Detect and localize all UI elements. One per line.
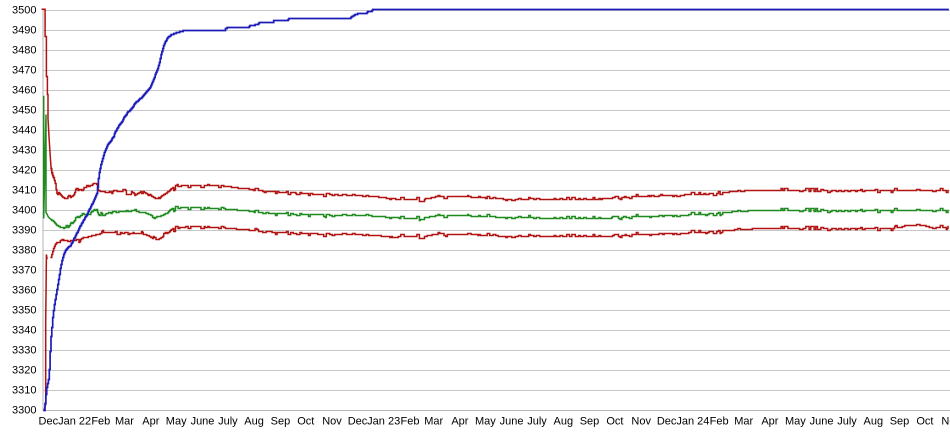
svg-text:3470: 3470 (12, 64, 36, 76)
svg-text:3380: 3380 (12, 244, 36, 256)
svg-text:3390: 3390 (12, 224, 36, 236)
svg-text:3350: 3350 (12, 304, 36, 316)
svg-text:Nov: Nov (631, 416, 651, 428)
svg-text:3300: 3300 (12, 404, 36, 416)
svg-text:July: July (218, 416, 238, 428)
svg-text:Mar: Mar (115, 416, 134, 428)
svg-text:3450: 3450 (12, 104, 36, 116)
svg-text:Aug: Aug (244, 416, 264, 428)
svg-text:3320: 3320 (12, 364, 36, 376)
svg-text:June: June (191, 416, 215, 428)
svg-text:Jan 23: Jan 23 (367, 416, 400, 428)
svg-text:Dec: Dec (39, 416, 59, 428)
svg-text:Jan 22: Jan 22 (58, 416, 91, 428)
svg-text:June: June (810, 416, 834, 428)
svg-text:Apr: Apr (761, 416, 778, 428)
svg-text:3500: 3500 (12, 4, 36, 16)
svg-text:Sep: Sep (890, 416, 910, 428)
svg-text:Sep: Sep (271, 416, 291, 428)
svg-text:July: July (527, 416, 547, 428)
svg-text:3460: 3460 (12, 84, 36, 96)
svg-text:Oct: Oct (606, 416, 623, 428)
svg-text:Oct: Oct (916, 416, 933, 428)
svg-text:3490: 3490 (12, 24, 36, 36)
svg-text:Feb: Feb (91, 416, 110, 428)
svg-text:3440: 3440 (12, 124, 36, 136)
svg-text:3340: 3340 (12, 324, 36, 336)
svg-text:Jan 24: Jan 24 (676, 416, 709, 428)
svg-text:3400: 3400 (12, 204, 36, 216)
svg-text:May: May (166, 416, 187, 428)
svg-text:May: May (785, 416, 806, 428)
svg-text:3420: 3420 (12, 164, 36, 176)
svg-text:Dec: Dec (348, 416, 368, 428)
svg-text:3410: 3410 (12, 184, 36, 196)
svg-text:Apr: Apr (451, 416, 468, 428)
svg-text:3310: 3310 (12, 384, 36, 396)
svg-text:Mar: Mar (424, 416, 443, 428)
svg-text:Nov: Nov (941, 416, 950, 428)
svg-text:Oct: Oct (297, 416, 314, 428)
svg-text:Aug: Aug (864, 416, 884, 428)
svg-text:3370: 3370 (12, 264, 36, 276)
svg-text:3480: 3480 (12, 44, 36, 56)
svg-text:Sep: Sep (580, 416, 600, 428)
svg-text:Mar: Mar (734, 416, 753, 428)
svg-text:Dec: Dec (657, 416, 677, 428)
svg-text:Nov: Nov (322, 416, 342, 428)
svg-text:Feb: Feb (401, 416, 420, 428)
svg-text:3430: 3430 (12, 144, 36, 156)
svg-text:3360: 3360 (12, 284, 36, 296)
svg-text:Feb: Feb (710, 416, 729, 428)
svg-text:3330: 3330 (12, 344, 36, 356)
svg-text:May: May (475, 416, 496, 428)
svg-text:July: July (837, 416, 857, 428)
svg-text:Apr: Apr (142, 416, 159, 428)
svg-text:June: June (500, 416, 524, 428)
svg-text:Aug: Aug (554, 416, 574, 428)
